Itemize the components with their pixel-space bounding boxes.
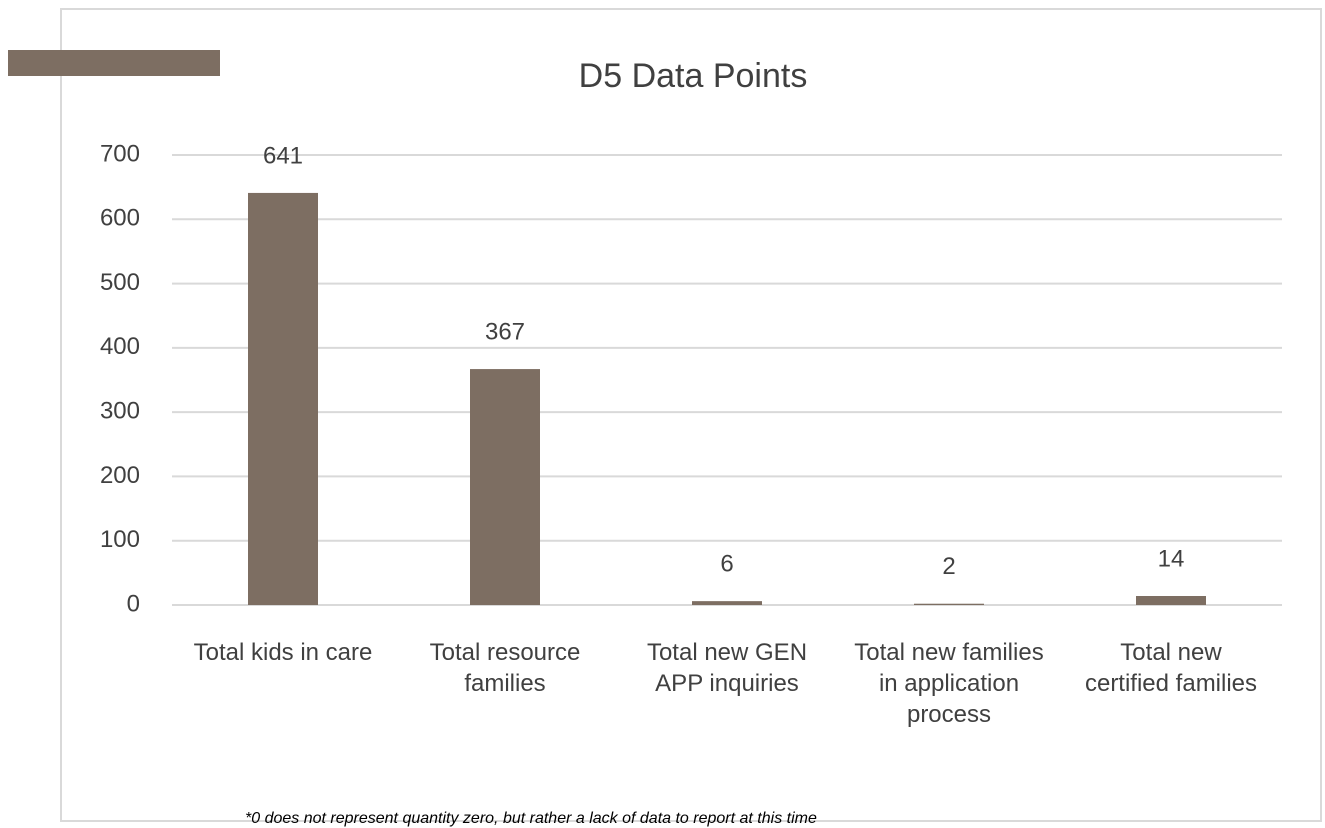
y-tick-label: 700 — [100, 140, 140, 167]
y-tick-label: 300 — [100, 397, 140, 424]
decoration — [8, 50, 220, 76]
chart-title: D5 Data Points — [579, 57, 808, 95]
y-tick-label: 100 — [100, 526, 140, 553]
data-label: 6 — [720, 550, 733, 577]
y-tick-label: 200 — [100, 462, 140, 489]
footnote: *0 does not represent quantity zero, but… — [245, 810, 817, 827]
bar — [1136, 596, 1206, 605]
x-tick-label: Total resource families — [429, 639, 581, 697]
data-label: 14 — [1158, 545, 1185, 572]
bar — [914, 603, 984, 605]
bar — [470, 369, 540, 605]
x-tick-label: Total new GEN APP inquiries — [646, 639, 808, 697]
bar — [248, 192, 318, 605]
x-tick-label: Total new certified families — [1084, 639, 1258, 697]
data-label: 641 — [263, 142, 303, 169]
data-label: 367 — [485, 318, 525, 345]
bar — [692, 601, 762, 605]
y-tick-label: 600 — [100, 205, 140, 232]
x-tick-label: Total kids in care — [193, 639, 373, 666]
chart-frame — [60, 8, 1322, 822]
y-tick-label: 500 — [100, 269, 140, 296]
data-label: 2 — [942, 553, 955, 580]
x-tick-label: Total new families in application proces… — [854, 639, 1044, 728]
y-tick-label: 0 — [127, 590, 140, 617]
y-tick-label: 400 — [100, 333, 140, 360]
